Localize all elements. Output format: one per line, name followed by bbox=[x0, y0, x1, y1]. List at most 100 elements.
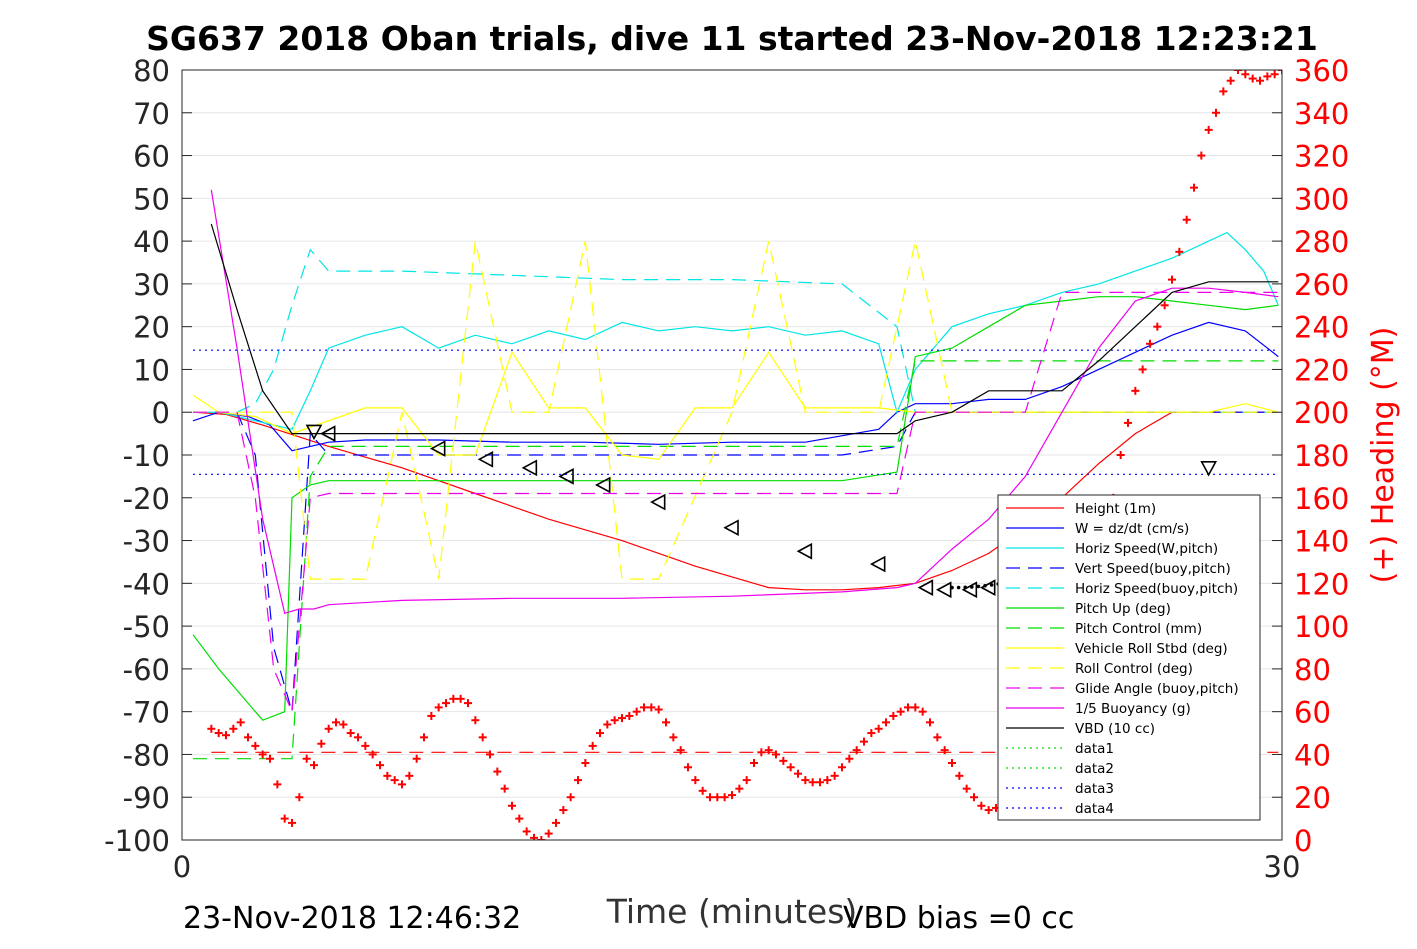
heading-point bbox=[420, 733, 428, 742]
heading-point bbox=[493, 767, 502, 776]
axes: 80706050403020100-10-20-30-40-50-60-70-8… bbox=[104, 54, 1349, 884]
triangle-down-marker bbox=[305, 424, 323, 441]
heading-point bbox=[860, 737, 868, 746]
heading-point bbox=[698, 786, 707, 795]
heading-point bbox=[1131, 386, 1140, 395]
heading-point bbox=[207, 724, 216, 733]
series-line-10 bbox=[210, 189, 1279, 615]
heading-point bbox=[266, 754, 274, 763]
triangle-left-marker bbox=[723, 519, 739, 537]
heading-point bbox=[1212, 108, 1220, 117]
heading-point bbox=[332, 718, 340, 727]
y-tick-label: 70 bbox=[133, 97, 170, 131]
axes-box bbox=[181, 69, 1283, 841]
heading-point bbox=[904, 703, 912, 712]
heading-point bbox=[236, 718, 245, 727]
triangle-left-marker bbox=[869, 555, 886, 573]
heading-point bbox=[874, 724, 883, 733]
series-line-11 bbox=[210, 223, 1279, 435]
ascent-dot bbox=[970, 585, 974, 589]
heading-point bbox=[706, 793, 714, 802]
y-tick-label: -40 bbox=[123, 567, 170, 601]
heading-point bbox=[390, 776, 399, 785]
y2-tick-label: 60 bbox=[1294, 696, 1331, 730]
legend-entry: data4 bbox=[1075, 801, 1114, 817]
y-tick-label: 40 bbox=[133, 225, 170, 259]
legend: Height (1m) W = dz/dt (cm/s) Horiz Speed(W… bbox=[997, 494, 1261, 821]
legend-entry: data1 bbox=[1075, 741, 1114, 757]
heading-point bbox=[742, 776, 751, 785]
triangle-left-marker bbox=[594, 476, 611, 494]
heading-point bbox=[508, 801, 516, 810]
heading-point bbox=[442, 699, 450, 708]
heading-point bbox=[596, 729, 604, 738]
heading-point bbox=[354, 733, 362, 742]
heading-point bbox=[816, 778, 824, 787]
y2-tick-label: 160 bbox=[1294, 482, 1349, 516]
heading-point bbox=[317, 739, 326, 748]
heading-point bbox=[1160, 301, 1169, 310]
footer-date: 23-Nov-2018 12:46:32 bbox=[183, 901, 521, 936]
heading-point bbox=[302, 754, 311, 763]
heading-point bbox=[984, 806, 993, 815]
y-tick-label: -80 bbox=[123, 738, 170, 772]
heading-point bbox=[1190, 183, 1198, 192]
y-tick-label: 30 bbox=[133, 268, 170, 302]
y2-tick-label: 360 bbox=[1294, 54, 1349, 88]
heading-point bbox=[779, 756, 788, 765]
heading-point bbox=[684, 763, 692, 772]
heading-point bbox=[1219, 87, 1228, 96]
triangle-left-marker bbox=[935, 581, 952, 599]
heading-point bbox=[823, 776, 832, 785]
legend-box bbox=[997, 494, 1261, 821]
series-line-3 bbox=[193, 411, 1279, 712]
triangle-left-marker bbox=[429, 440, 446, 457]
heading-point bbox=[977, 801, 986, 810]
legend-entry: VBD (10 cc) bbox=[1075, 721, 1155, 737]
heading-point bbox=[427, 711, 436, 720]
y-tick-label: -20 bbox=[123, 482, 170, 516]
heading-point bbox=[295, 793, 304, 802]
heading-point bbox=[449, 694, 458, 703]
y2-tick-label: 340 bbox=[1294, 97, 1349, 131]
heading-point bbox=[522, 827, 531, 836]
heading-point bbox=[471, 716, 480, 725]
heading-point bbox=[662, 718, 670, 727]
triangle-left-marker bbox=[917, 579, 934, 596]
legend-entry: data2 bbox=[1075, 761, 1114, 777]
heading-point bbox=[933, 733, 942, 742]
y2-tick-label: 300 bbox=[1294, 182, 1349, 216]
legend-entry: Horiz Speed(W,pitch) bbox=[1075, 541, 1218, 557]
heading-point bbox=[486, 750, 494, 759]
y2-tick-label: 140 bbox=[1294, 525, 1349, 559]
heading-point bbox=[280, 814, 289, 823]
legend-entry: Horiz Speed(buoy,pitch) bbox=[1075, 581, 1238, 597]
triangle-left-marker bbox=[979, 579, 996, 596]
heading-point bbox=[970, 793, 978, 802]
heading-point bbox=[691, 776, 700, 785]
heading-point bbox=[757, 748, 766, 757]
heading-point bbox=[405, 771, 414, 780]
heading-point bbox=[398, 780, 406, 789]
heading-point bbox=[310, 761, 318, 770]
triangle-left-marker bbox=[961, 581, 978, 599]
heading-point bbox=[588, 741, 597, 750]
ascent-dot bbox=[950, 585, 954, 590]
heading-point bbox=[544, 829, 553, 838]
footer-vbd-bias: VBD bias =0 cc bbox=[843, 901, 1074, 936]
heading-point bbox=[346, 729, 355, 738]
heading-point bbox=[339, 720, 348, 729]
heading-point bbox=[786, 763, 795, 772]
heading-point bbox=[412, 754, 421, 763]
heading-point bbox=[1256, 76, 1264, 85]
heading-point bbox=[368, 750, 377, 759]
heading-point bbox=[566, 793, 575, 802]
triangle-left-marker bbox=[558, 468, 574, 485]
series-line-9 bbox=[193, 291, 1279, 712]
heading-point bbox=[515, 814, 524, 823]
heading-point bbox=[962, 784, 971, 793]
x-axis-label: Time (minutes) bbox=[606, 892, 858, 931]
heading-point bbox=[1153, 322, 1162, 331]
heading-point bbox=[728, 791, 736, 800]
heading-point bbox=[882, 718, 890, 727]
